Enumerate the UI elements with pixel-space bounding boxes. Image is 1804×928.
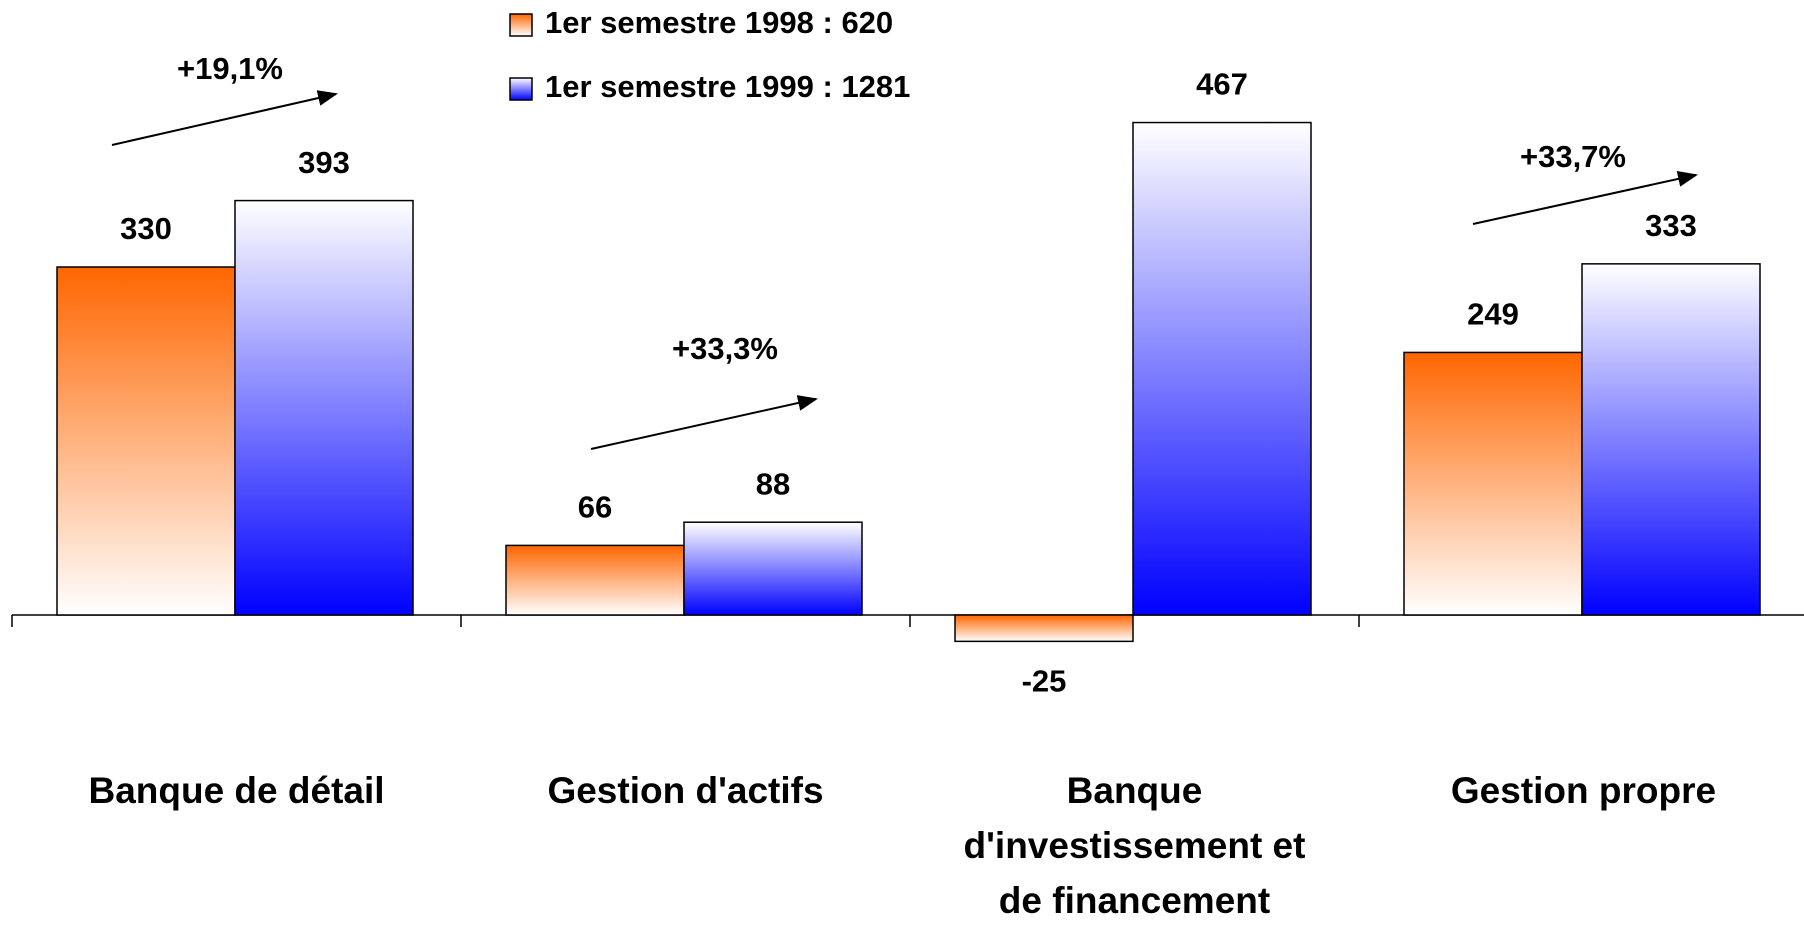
bar — [1581, 263, 1761, 616]
value-label: 66 — [578, 490, 612, 525]
annotation-arrow — [590, 395, 818, 450]
legend-label: 1er semestre 1999 : 1281 — [545, 69, 910, 104]
x-tick-label: Banque de détail — [88, 770, 385, 811]
x-tick-label: Gestion propre — [1450, 770, 1717, 811]
annotation: +33,7% — [1520, 139, 1626, 174]
value-label: 88 — [756, 466, 790, 501]
x-tick-label: Banque d'investissement et de financemen… — [963, 770, 1306, 921]
bar — [1403, 351, 1583, 616]
legend-label: 1er semestre 1998 : 620 — [545, 5, 893, 40]
bar — [56, 266, 236, 616]
bar — [954, 614, 1134, 643]
bar — [234, 199, 414, 616]
bar — [1132, 121, 1312, 616]
annotation-arrow — [1472, 171, 1698, 225]
annotation: +19,1% — [177, 51, 283, 86]
value-label: -25 — [1022, 664, 1067, 699]
value-label: 333 — [1645, 208, 1697, 243]
value-label: 330 — [120, 211, 172, 246]
value-label: 393 — [298, 145, 350, 180]
legend-swatch — [509, 13, 533, 37]
legend-swatch — [509, 77, 533, 101]
annotation: +33,3% — [672, 331, 778, 366]
value-label: 249 — [1467, 297, 1519, 332]
value-label: 467 — [1196, 67, 1248, 102]
x-tick-label: Gestion d'actifs — [547, 770, 824, 811]
annotation-arrow — [111, 90, 338, 146]
bar — [505, 544, 685, 616]
bar — [683, 521, 863, 616]
